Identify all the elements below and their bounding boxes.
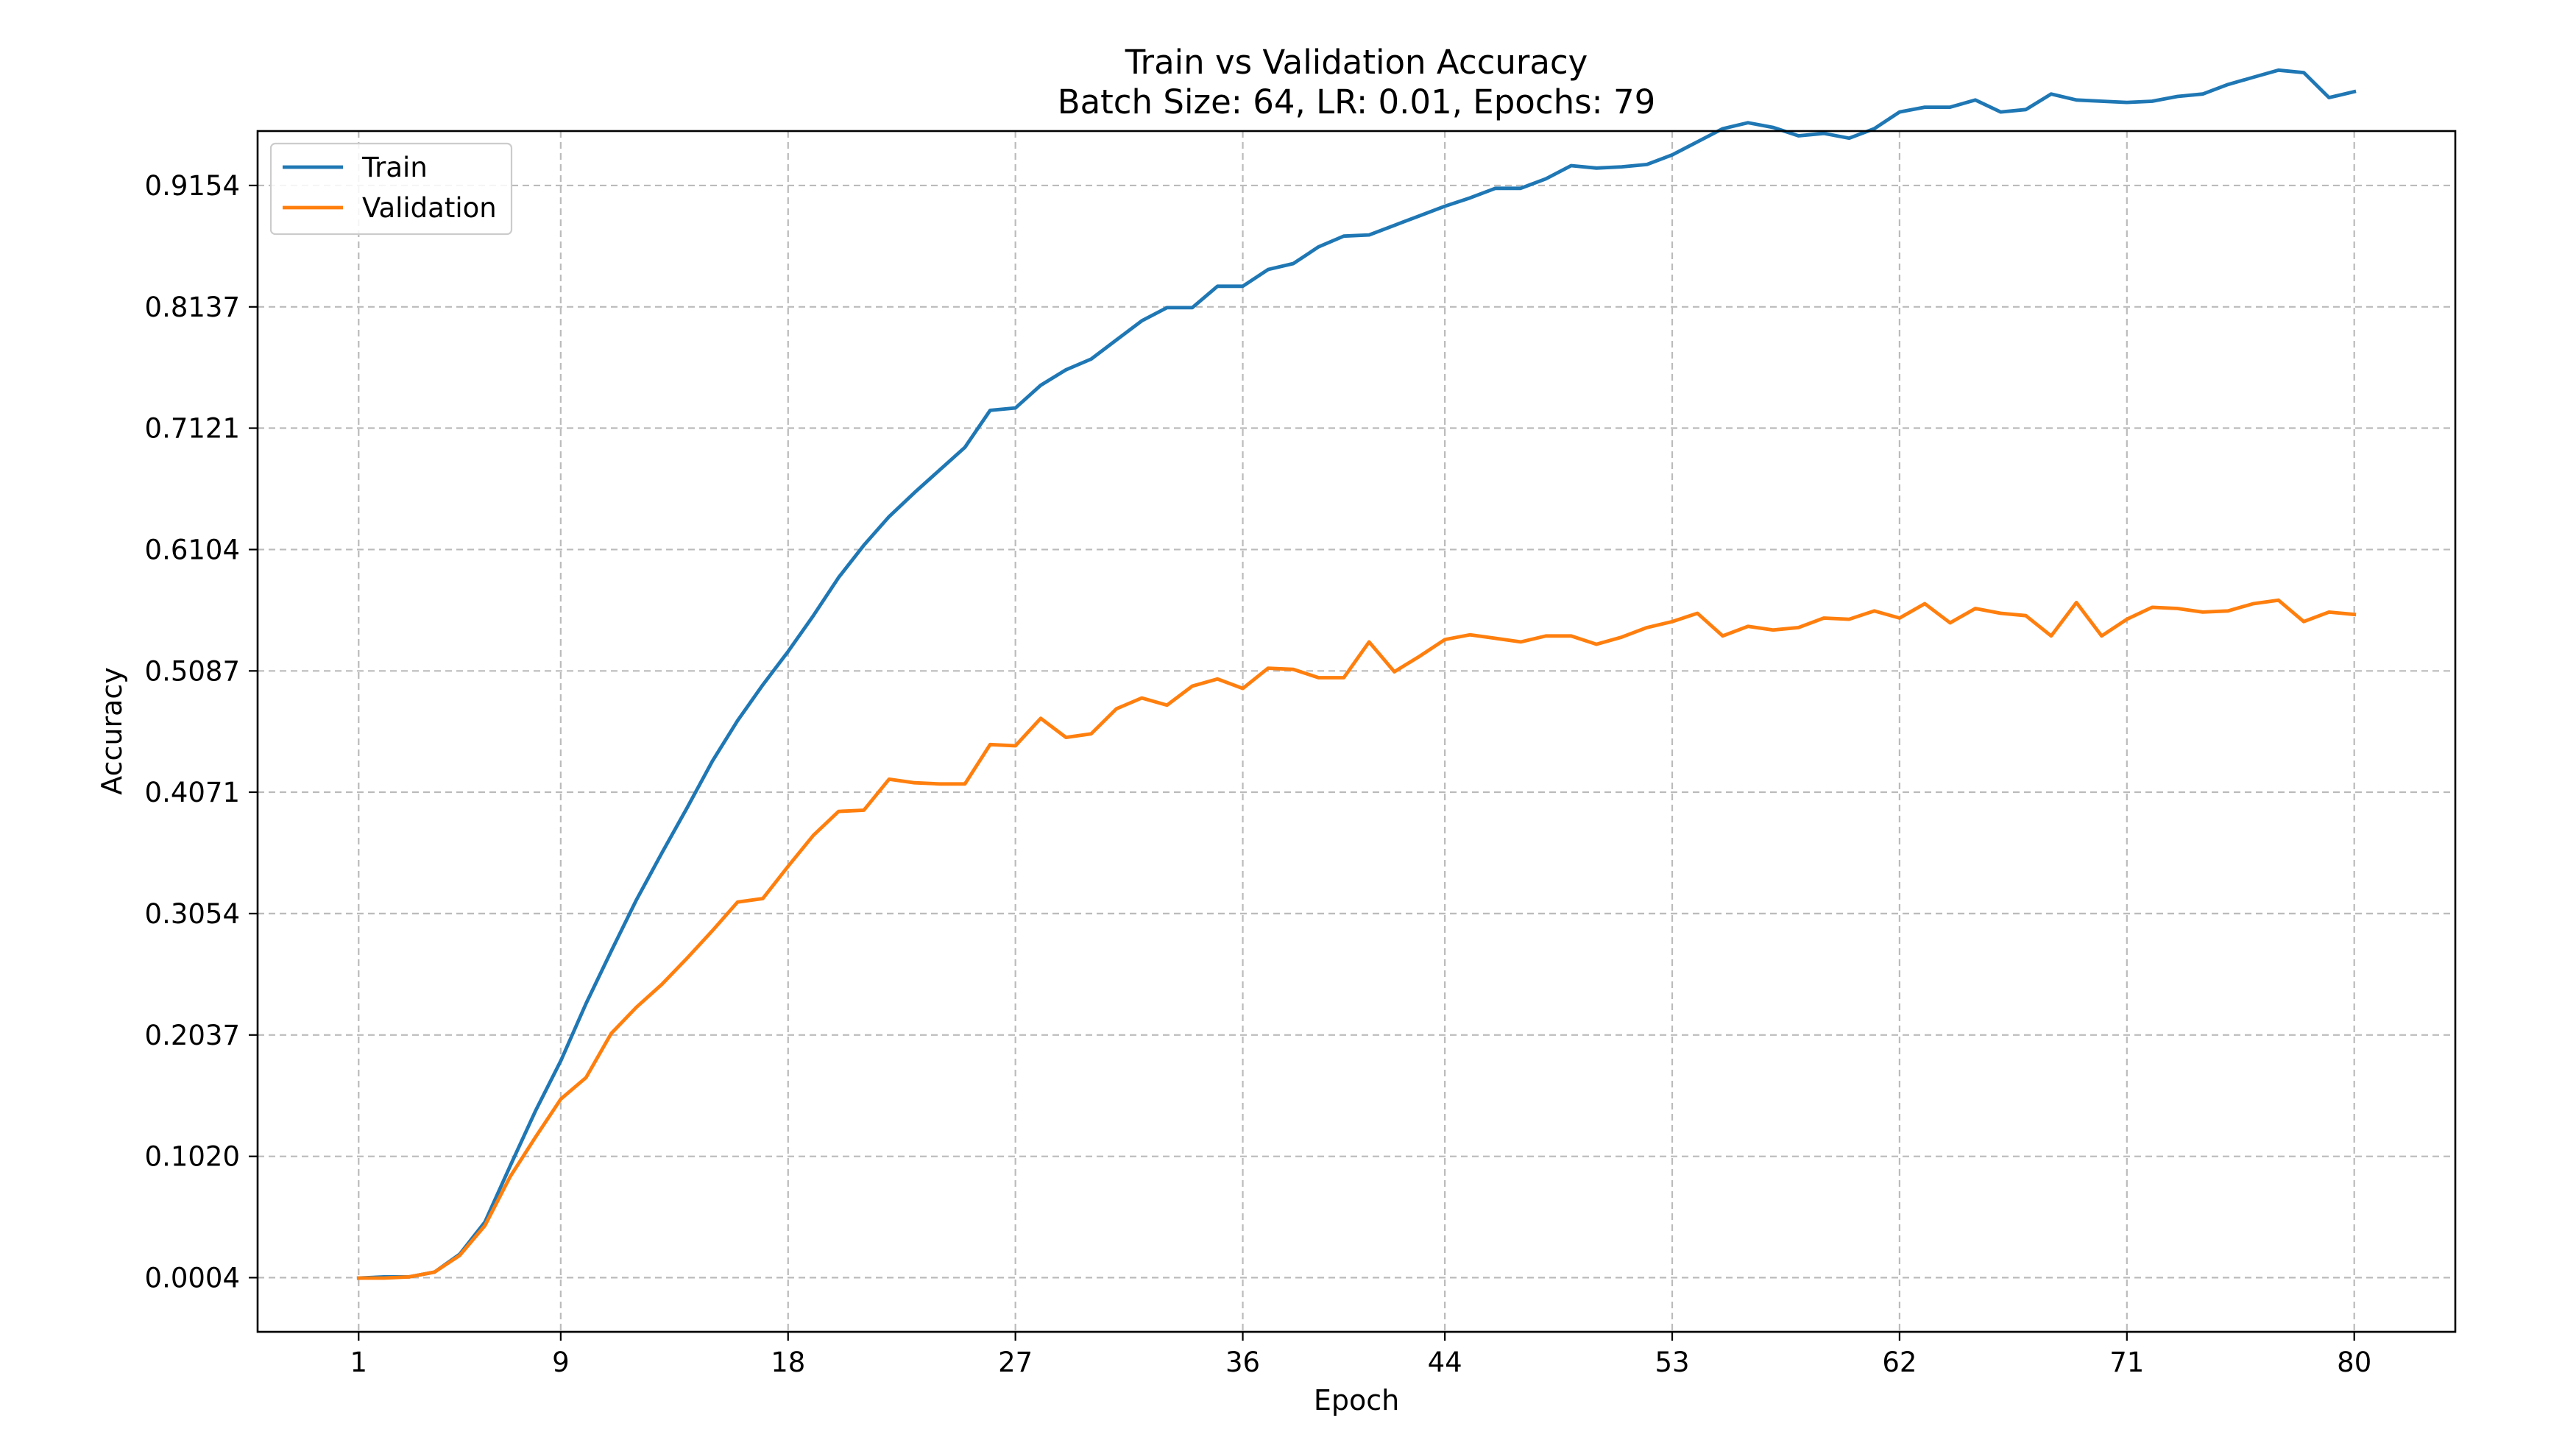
x-tick-label: 62 (1882, 1347, 1917, 1378)
x-tick-label: 27 (998, 1347, 1033, 1378)
x-tick-label: 53 (1655, 1347, 1689, 1378)
x-tick-label: 44 (1428, 1347, 1462, 1378)
chart-subtitle: Batch Size: 64, LR: 0.01, Epochs: 79 (1058, 82, 1656, 121)
y-axis-label: Accuracy (96, 667, 128, 795)
series-layer (356, 68, 2357, 1280)
x-tick-label: 80 (2337, 1347, 2371, 1378)
y-tick-label: 0.5087 (145, 655, 240, 687)
y-tick-label: 0.9154 (145, 170, 240, 202)
x-tick-label: 36 (1225, 1347, 1260, 1378)
y-tick-label: 0.7121 (145, 413, 240, 445)
grid-layer (258, 131, 2455, 1332)
y-tick-label: 0.0004 (145, 1262, 240, 1294)
y-tick-label: 0.3054 (145, 898, 240, 930)
chart-title: Train vs Validation Accuracy (1125, 43, 1588, 82)
x-tick-label: 9 (552, 1347, 570, 1378)
x-tick-label: 1 (350, 1347, 368, 1378)
y-tick-label: 0.1020 (145, 1141, 240, 1173)
y-tick-label: 0.8137 (145, 292, 240, 323)
y-tick-label: 0.2037 (145, 1020, 240, 1051)
y-tick-label: 0.6104 (145, 534, 240, 565)
y-tick-label: 0.4071 (145, 777, 240, 808)
x-tick-label: 18 (771, 1347, 805, 1378)
series-line-train (356, 68, 2357, 1280)
legend-label-validation: Validation (362, 192, 497, 224)
legend-label-train: Train (361, 152, 428, 183)
x-tick-label: 71 (2109, 1347, 2144, 1378)
plot-frame (256, 130, 2457, 1333)
series-line-validation (356, 598, 2357, 1280)
x-axis-label: Epoch (1314, 1384, 1399, 1416)
y-ticks: 0.0004 0.1020 0.2037 0.3054 0.4071 0.5087 0.61… (145, 170, 258, 1294)
legend: Train Validation (269, 142, 513, 236)
x-ticks: 1 9 18 27 36 44 53 62 71 80 (350, 1332, 2371, 1378)
